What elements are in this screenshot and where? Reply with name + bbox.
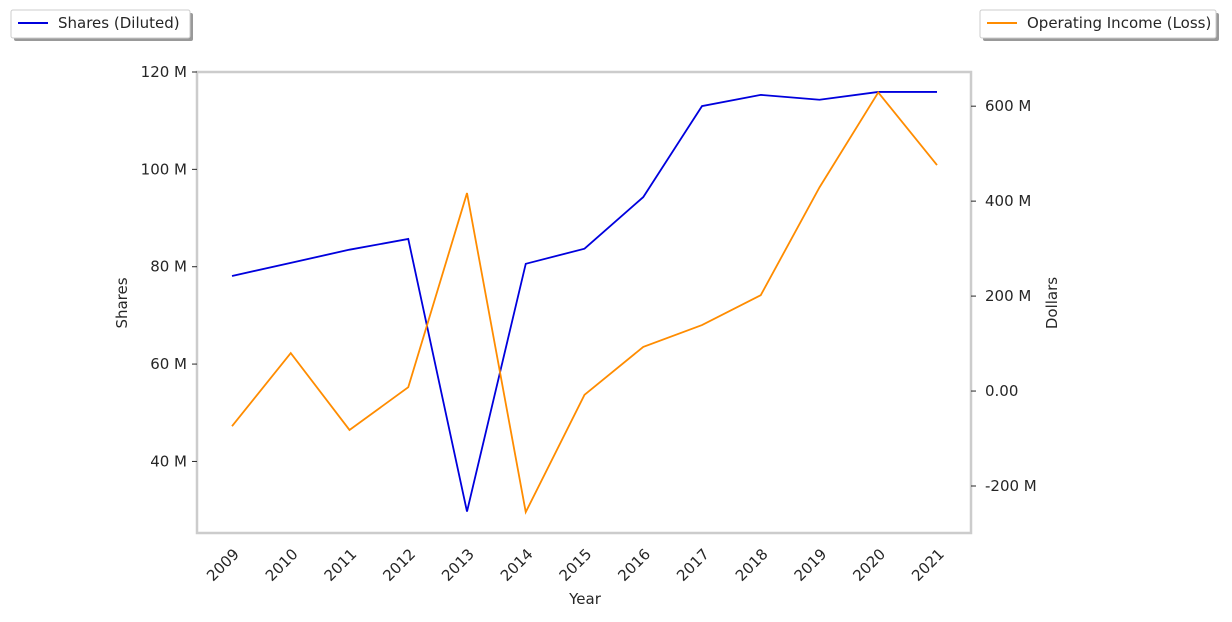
x-tick-label: 2016 bbox=[614, 545, 654, 585]
y-axis-label: Shares bbox=[113, 277, 131, 328]
x-tick-label: 2011 bbox=[321, 545, 361, 585]
y2-axis-label: Dollars bbox=[1043, 277, 1061, 329]
y-tick-label: 80 M bbox=[150, 258, 187, 276]
x-tick-label: 2020 bbox=[849, 545, 889, 585]
x-tick-label: 2012 bbox=[379, 545, 419, 585]
x-tick-label: 2009 bbox=[203, 545, 243, 585]
x-axis-label: Year bbox=[568, 590, 602, 608]
legend-box bbox=[979, 9, 1217, 39]
legend-box bbox=[10, 9, 191, 39]
x-tick-label: 2010 bbox=[262, 545, 302, 585]
x-tick-label: 2014 bbox=[497, 545, 537, 585]
y-tick-label: 40 M bbox=[150, 452, 187, 470]
y2-tick-label: 400 M bbox=[985, 192, 1031, 210]
legend: Operating Income (Loss) bbox=[979, 9, 1219, 41]
y2-tick-label: 0.00 bbox=[985, 382, 1018, 400]
x-tick-label: 2013 bbox=[438, 545, 478, 585]
plot-frame bbox=[195, 70, 973, 535]
y2-tick-label: 600 M bbox=[985, 97, 1031, 115]
series-line bbox=[231, 91, 937, 512]
y-tick-label: 100 M bbox=[141, 160, 187, 178]
x-tick-label: 2017 bbox=[673, 545, 713, 585]
y2-tick-label: -200 M bbox=[985, 477, 1037, 495]
x-tick-label: 2015 bbox=[556, 545, 596, 585]
y-tick-label: 60 M bbox=[150, 355, 187, 373]
legend: Shares (Diluted) bbox=[10, 9, 193, 41]
series-line bbox=[231, 90, 938, 515]
y2-tick-label: 200 M bbox=[985, 287, 1031, 305]
legend-label: Shares (Diluted) bbox=[58, 14, 180, 32]
x-tick-label: 2019 bbox=[791, 545, 831, 585]
legend-label: Operating Income (Loss) bbox=[1027, 14, 1211, 32]
x-tick-label: 2018 bbox=[732, 545, 772, 585]
x-tick-label: 2021 bbox=[908, 545, 948, 585]
y-tick-label: 120 M bbox=[141, 63, 187, 81]
